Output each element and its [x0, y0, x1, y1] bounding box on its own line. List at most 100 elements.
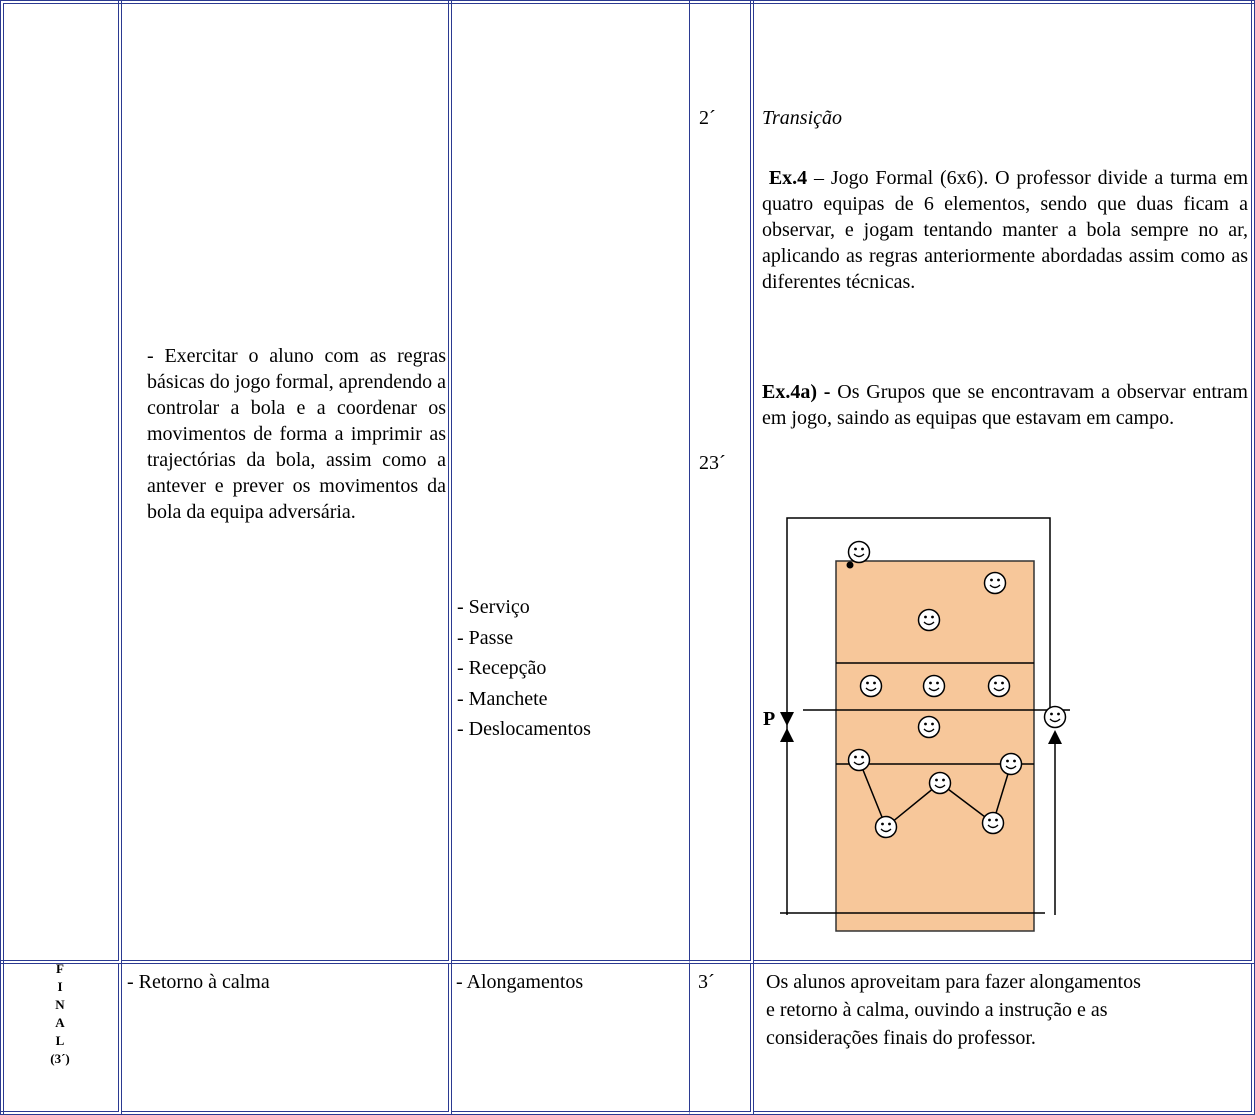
phase-letter: A [55, 1015, 65, 1030]
exercise-label: Ex.4 [768, 167, 808, 189]
player-smiley [987, 674, 1011, 698]
smiley-part [999, 752, 1023, 776]
smiley-part [936, 681, 939, 685]
smiley-part [934, 784, 946, 789]
phase-letter: L [55, 1033, 65, 1048]
smiley-part [847, 748, 871, 772]
content-item: - Alongamentos [456, 971, 584, 993]
smiley-part [928, 771, 952, 795]
cell [0, 0, 122, 964]
smiley-part [931, 615, 934, 619]
smiley-part [861, 547, 864, 551]
time: 23´ [699, 452, 726, 474]
player-smiley [983, 571, 1007, 595]
cell [754, 0, 1255, 964]
exercise-text: – Jogo Formal (6x6). O professor divide … [762, 167, 1249, 293]
smiley-part [854, 755, 857, 759]
time: 2´ [699, 107, 716, 129]
cell [754, 964, 1255, 1115]
smiley-part [1050, 712, 1053, 716]
cell [690, 964, 754, 1115]
player-smiley [922, 674, 946, 698]
smiley-part [866, 681, 869, 685]
description: Os alunos aproveitam para fazer alongame… [766, 971, 1141, 1049]
smiley-part [981, 811, 1005, 835]
smiley-part [853, 761, 865, 766]
exercise: Ex.4 – Jogo Formal (6x6). O professor di… [762, 165, 1248, 295]
smiley-part [923, 728, 935, 733]
player-smiley [847, 748, 871, 772]
cell [122, 964, 452, 1115]
smiley-part [924, 722, 927, 726]
content-item: - Deslocamentos [457, 718, 591, 740]
smiley-part [931, 722, 934, 726]
phase-letter: N [55, 997, 65, 1012]
cell [452, 964, 690, 1115]
player-smiley [859, 674, 883, 698]
player-smiley [981, 811, 1005, 835]
smiley-part [928, 687, 940, 692]
smiley-part [873, 681, 876, 685]
smiley-part [922, 674, 946, 698]
smiley-part [990, 578, 993, 582]
smiley-part [861, 755, 864, 759]
content-item: - Passe [457, 626, 514, 649]
content-item: - Serviço [457, 596, 530, 618]
transition: Transição [762, 107, 843, 129]
smiley-part [859, 674, 883, 698]
smiley-part [865, 687, 877, 692]
smiley-part [988, 818, 991, 822]
smiley-part [924, 615, 927, 619]
smiley-part [1043, 705, 1067, 729]
player-smiley [917, 715, 941, 739]
time: 3´ [698, 971, 715, 993]
objective: - Exercitar o aluno com as regras básica… [147, 345, 446, 523]
player-smiley [1043, 705, 1067, 729]
smiley-part [994, 681, 997, 685]
phase-letter: (3´) [50, 1051, 70, 1066]
smiley-part [993, 687, 1005, 692]
diagram-label: P [763, 708, 775, 730]
smiley-part [880, 828, 892, 833]
phase: F I N A L (3´) [0, 955, 120, 1072]
smiley-part [881, 822, 884, 826]
smiley-part [853, 553, 865, 558]
smiley-part [1049, 718, 1061, 723]
phase-letter: F [56, 961, 64, 976]
smiley-part [874, 815, 898, 839]
objective: - Retorno à calma [127, 971, 270, 993]
cell [452, 0, 690, 964]
exercise-text: Os Grupos que se encontravam a observar … [762, 381, 1248, 429]
smiley-part [888, 822, 891, 826]
exercise: Ex.4a) - Os Grupos que se encontravam a … [762, 379, 1248, 431]
smiley-part [983, 571, 1007, 595]
content-item: - Recepção [457, 657, 547, 679]
player-smiley [847, 540, 871, 564]
smiley-part [929, 681, 932, 685]
smiley-part [989, 584, 1001, 589]
smiley-part [942, 778, 945, 782]
content-item: - Manchete [457, 687, 548, 710]
smiley-part [847, 540, 871, 564]
contents-list: - Serviço - Passe - Recepção - Manchete … [457, 592, 591, 745]
smiley-part [1005, 765, 1017, 770]
smiley-part [997, 578, 1000, 582]
exercise-label: Ex.4a) - [762, 381, 831, 403]
smiley-part [923, 621, 935, 626]
court-diagram: P [763, 517, 1070, 932]
smiley-part [1001, 681, 1004, 685]
player-smiley [928, 771, 952, 795]
smiley-part [995, 818, 998, 822]
player-smiley [917, 608, 941, 632]
smiley-part [987, 674, 1011, 698]
smiley-part [935, 778, 938, 782]
smiley-part [1006, 759, 1009, 763]
phase-letter: I [57, 979, 63, 994]
smiley-part [1013, 759, 1016, 763]
player-smiley [874, 815, 898, 839]
smiley-part [1057, 712, 1060, 716]
smiley-part [917, 715, 941, 739]
smiley-part [987, 824, 999, 829]
smiley-part [917, 608, 941, 632]
